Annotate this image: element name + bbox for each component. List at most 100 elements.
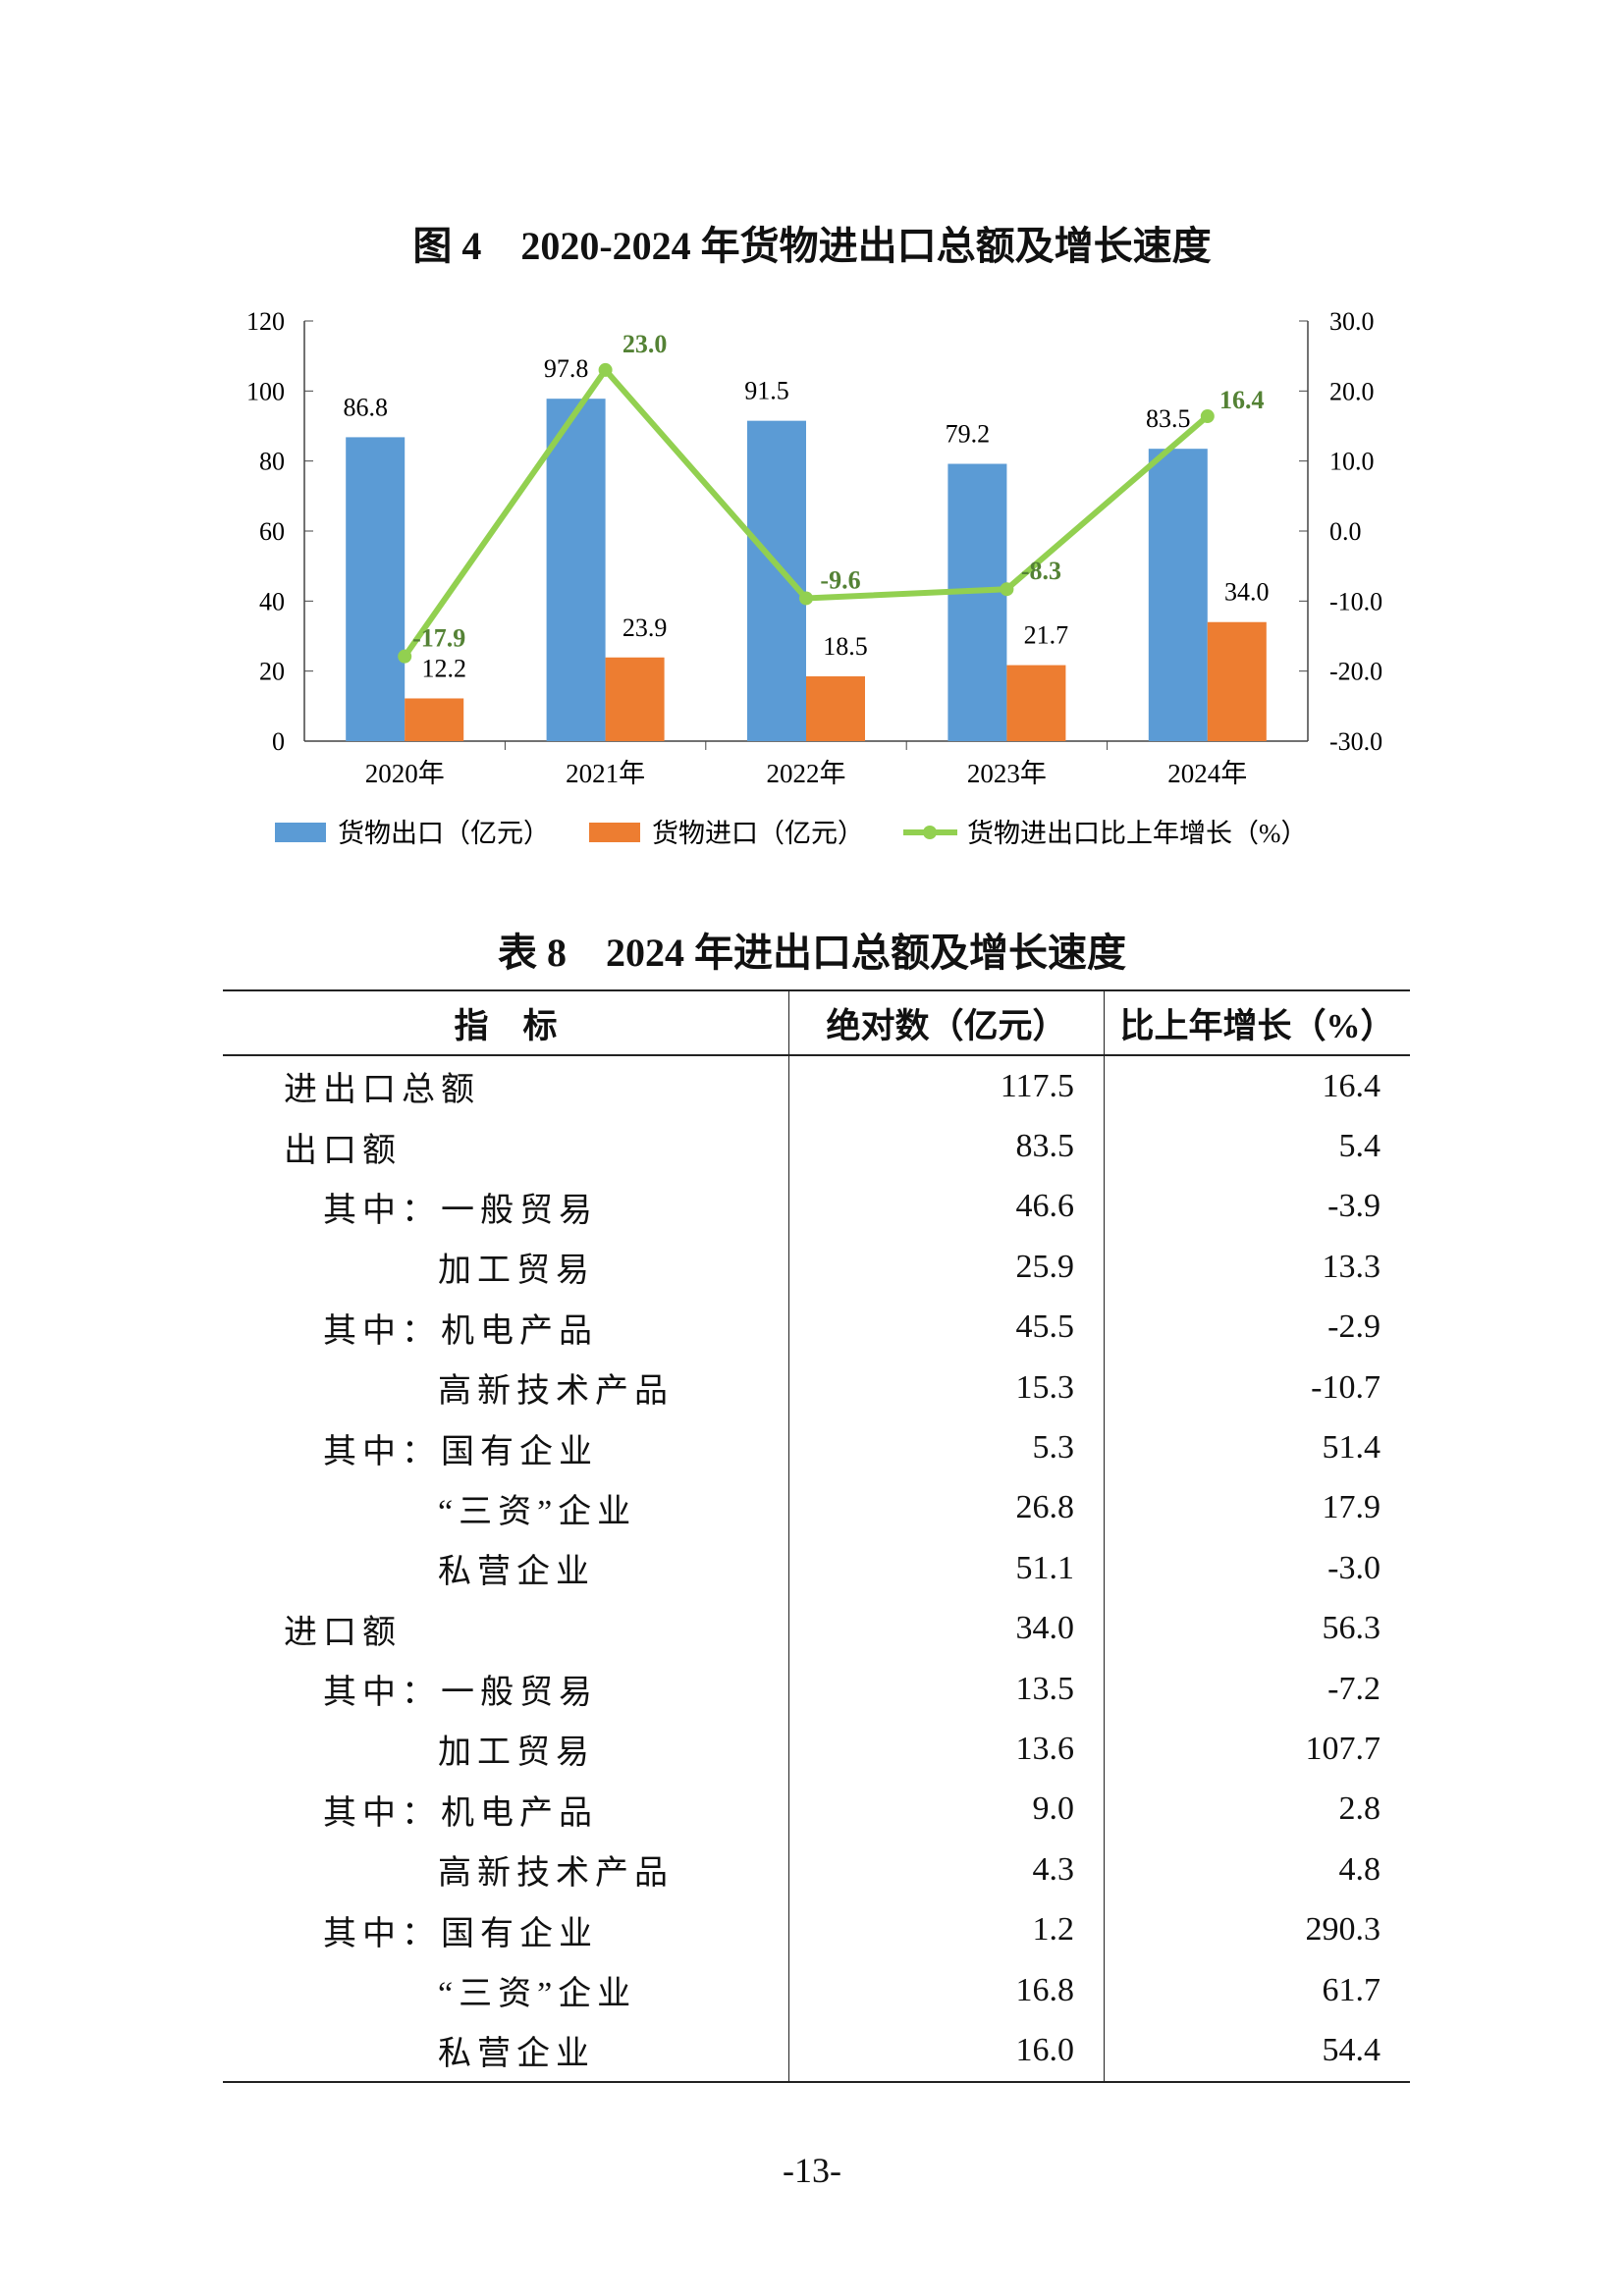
growth-data-label: -17.9	[412, 624, 465, 653]
row-value: 13.6	[788, 1719, 1105, 1780]
import-data-label: 18.5	[823, 632, 868, 661]
row-label: 进出口总额	[223, 1055, 789, 1116]
trade-table: 指 标 绝对数（亿元） 比上年增长（%） 进出口总额 117.5 16.4 出口额 83…	[223, 989, 1410, 2083]
row-value: 1.2	[788, 1899, 1105, 1960]
table-row: “三资”企业 16.8 61.7	[223, 1959, 1410, 2021]
export-data-label: 79.2	[946, 420, 991, 449]
left-tick-label: 80	[259, 448, 285, 476]
export-bar	[346, 437, 406, 741]
table-row: 高新技术产品 4.3 4.8	[223, 1840, 1410, 1900]
row-prefix: 其中：	[323, 1433, 441, 1470]
row-label: 高新技术产品	[223, 1840, 789, 1899]
row-label: 高新技术产品	[223, 1358, 789, 1417]
right-tick-label: 0.0	[1329, 517, 1362, 546]
table-row: 出口额 83.5 5.4	[223, 1116, 1410, 1177]
export-bar	[546, 399, 606, 741]
row-value: 9.0	[788, 1779, 1105, 1841]
export-bar	[947, 463, 1007, 741]
growth-data-label: 23.0	[623, 330, 668, 358]
growth-point	[799, 591, 813, 606]
right-tick-label: -30.0	[1329, 727, 1382, 756]
x-tick-label: 2020年	[365, 759, 445, 788]
row-growth: -7.2	[1104, 1658, 1410, 1720]
row-prefix: 其中：	[323, 1915, 441, 1952]
row-value: 4.3	[788, 1840, 1105, 1900]
table-row: “三资”企业 26.8 17.9	[223, 1477, 1410, 1539]
growth-point	[1200, 409, 1215, 424]
import-data-label: 12.2	[421, 654, 466, 682]
row-label: 其中：国有企业	[223, 1899, 789, 1959]
row-label: 其中：一般贸易	[223, 1659, 789, 1719]
row-growth: -2.9	[1104, 1297, 1410, 1358]
import-bar	[1006, 665, 1066, 741]
table-row: 其中：机电产品 45.5 -2.9	[223, 1297, 1410, 1358]
row-growth: 61.7	[1104, 1959, 1410, 2021]
table-row: 进口额 34.0 56.3	[223, 1598, 1410, 1659]
left-tick-label: 120	[246, 307, 285, 336]
import-bar	[605, 657, 665, 741]
row-value: 117.5	[788, 1055, 1105, 1117]
table-row: 其中：一般贸易 46.6 -3.9	[223, 1176, 1410, 1238]
legend-import-swatch	[589, 823, 640, 842]
right-tick-label: 30.0	[1329, 307, 1375, 336]
right-tick-label: 20.0	[1329, 377, 1375, 405]
row-growth: 16.4	[1104, 1055, 1410, 1117]
table-title: 表 8 2024 年进出口总额及增长速度	[498, 931, 1126, 975]
row-value: 26.8	[788, 1477, 1105, 1539]
x-tick-label: 2024年	[1167, 759, 1247, 788]
row-value: 46.6	[788, 1176, 1105, 1238]
row-name: 高新技术产品	[438, 1855, 674, 1893]
export-bar	[1148, 449, 1208, 741]
row-name: 一般贸易	[441, 1675, 598, 1712]
table-row: 其中：国有企业 1.2 290.3	[223, 1899, 1410, 1960]
row-prefix: 其中：	[323, 1794, 441, 1832]
growth-data-label: -8.3	[1021, 557, 1061, 585]
row-label: 其中：国有企业	[223, 1417, 789, 1477]
row-value: 34.0	[788, 1598, 1105, 1659]
row-growth: 17.9	[1104, 1477, 1410, 1539]
growth-point	[398, 649, 412, 664]
row-label: “三资”企业	[223, 1478, 789, 1538]
row-name: 进口额	[284, 1614, 402, 1651]
legend-growth-label: 货物进出口比上年增长（%）	[967, 819, 1308, 848]
row-name: 一般贸易	[441, 1192, 598, 1229]
table-header-row: 指 标 绝对数（亿元） 比上年增长（%）	[223, 989, 1410, 1056]
row-label: “三资”企业	[223, 1960, 789, 2020]
x-tick-label: 2023年	[967, 759, 1047, 788]
row-name: 私营企业	[438, 2036, 595, 2073]
row-prefix: 其中：	[323, 1675, 441, 1712]
row-label: 私营企业	[223, 1538, 789, 1598]
growth-data-label: 16.4	[1219, 386, 1265, 414]
table-row: 其中：一般贸易 13.5 -7.2	[223, 1658, 1410, 1720]
table-row: 进出口总额 117.5 16.4	[223, 1055, 1410, 1117]
table-row: 其中：机电产品 9.0 2.8	[223, 1779, 1410, 1841]
row-label: 进口额	[223, 1599, 789, 1659]
growth-data-label: -9.6	[820, 565, 860, 594]
right-tick-label: -20.0	[1329, 658, 1382, 686]
row-label: 出口额	[223, 1116, 789, 1176]
import-bar	[1207, 621, 1267, 741]
row-label: 加工贸易	[223, 1237, 789, 1297]
row-name: “三资”企业	[438, 1976, 637, 2013]
row-value: 13.5	[788, 1658, 1105, 1720]
row-value: 51.1	[788, 1538, 1105, 1599]
figure-title: 图 4 2020-2024 年货物进出口总额及增长速度	[412, 224, 1212, 268]
row-name: 国有企业	[441, 1915, 598, 1952]
row-label: 其中：机电产品	[223, 1298, 789, 1358]
table-row: 加工贸易 13.6 107.7	[223, 1719, 1410, 1780]
row-growth: 107.7	[1104, 1719, 1410, 1780]
row-value: 83.5	[788, 1116, 1105, 1177]
row-label: 加工贸易	[223, 1719, 789, 1779]
left-tick-label: 40	[259, 587, 285, 615]
row-name: 加工贸易	[438, 1735, 595, 1772]
row-prefix: 其中：	[323, 1192, 441, 1229]
row-growth: 56.3	[1104, 1598, 1410, 1659]
row-label: 其中：一般贸易	[223, 1177, 789, 1237]
row-name: 机电产品	[441, 1312, 598, 1350]
export-data-label: 97.8	[544, 354, 589, 383]
row-growth: 4.8	[1104, 1840, 1410, 1900]
row-name: 进出口总额	[284, 1072, 480, 1109]
row-growth: 13.3	[1104, 1237, 1410, 1298]
row-growth: -10.7	[1104, 1357, 1410, 1418]
row-growth: 51.4	[1104, 1417, 1410, 1478]
